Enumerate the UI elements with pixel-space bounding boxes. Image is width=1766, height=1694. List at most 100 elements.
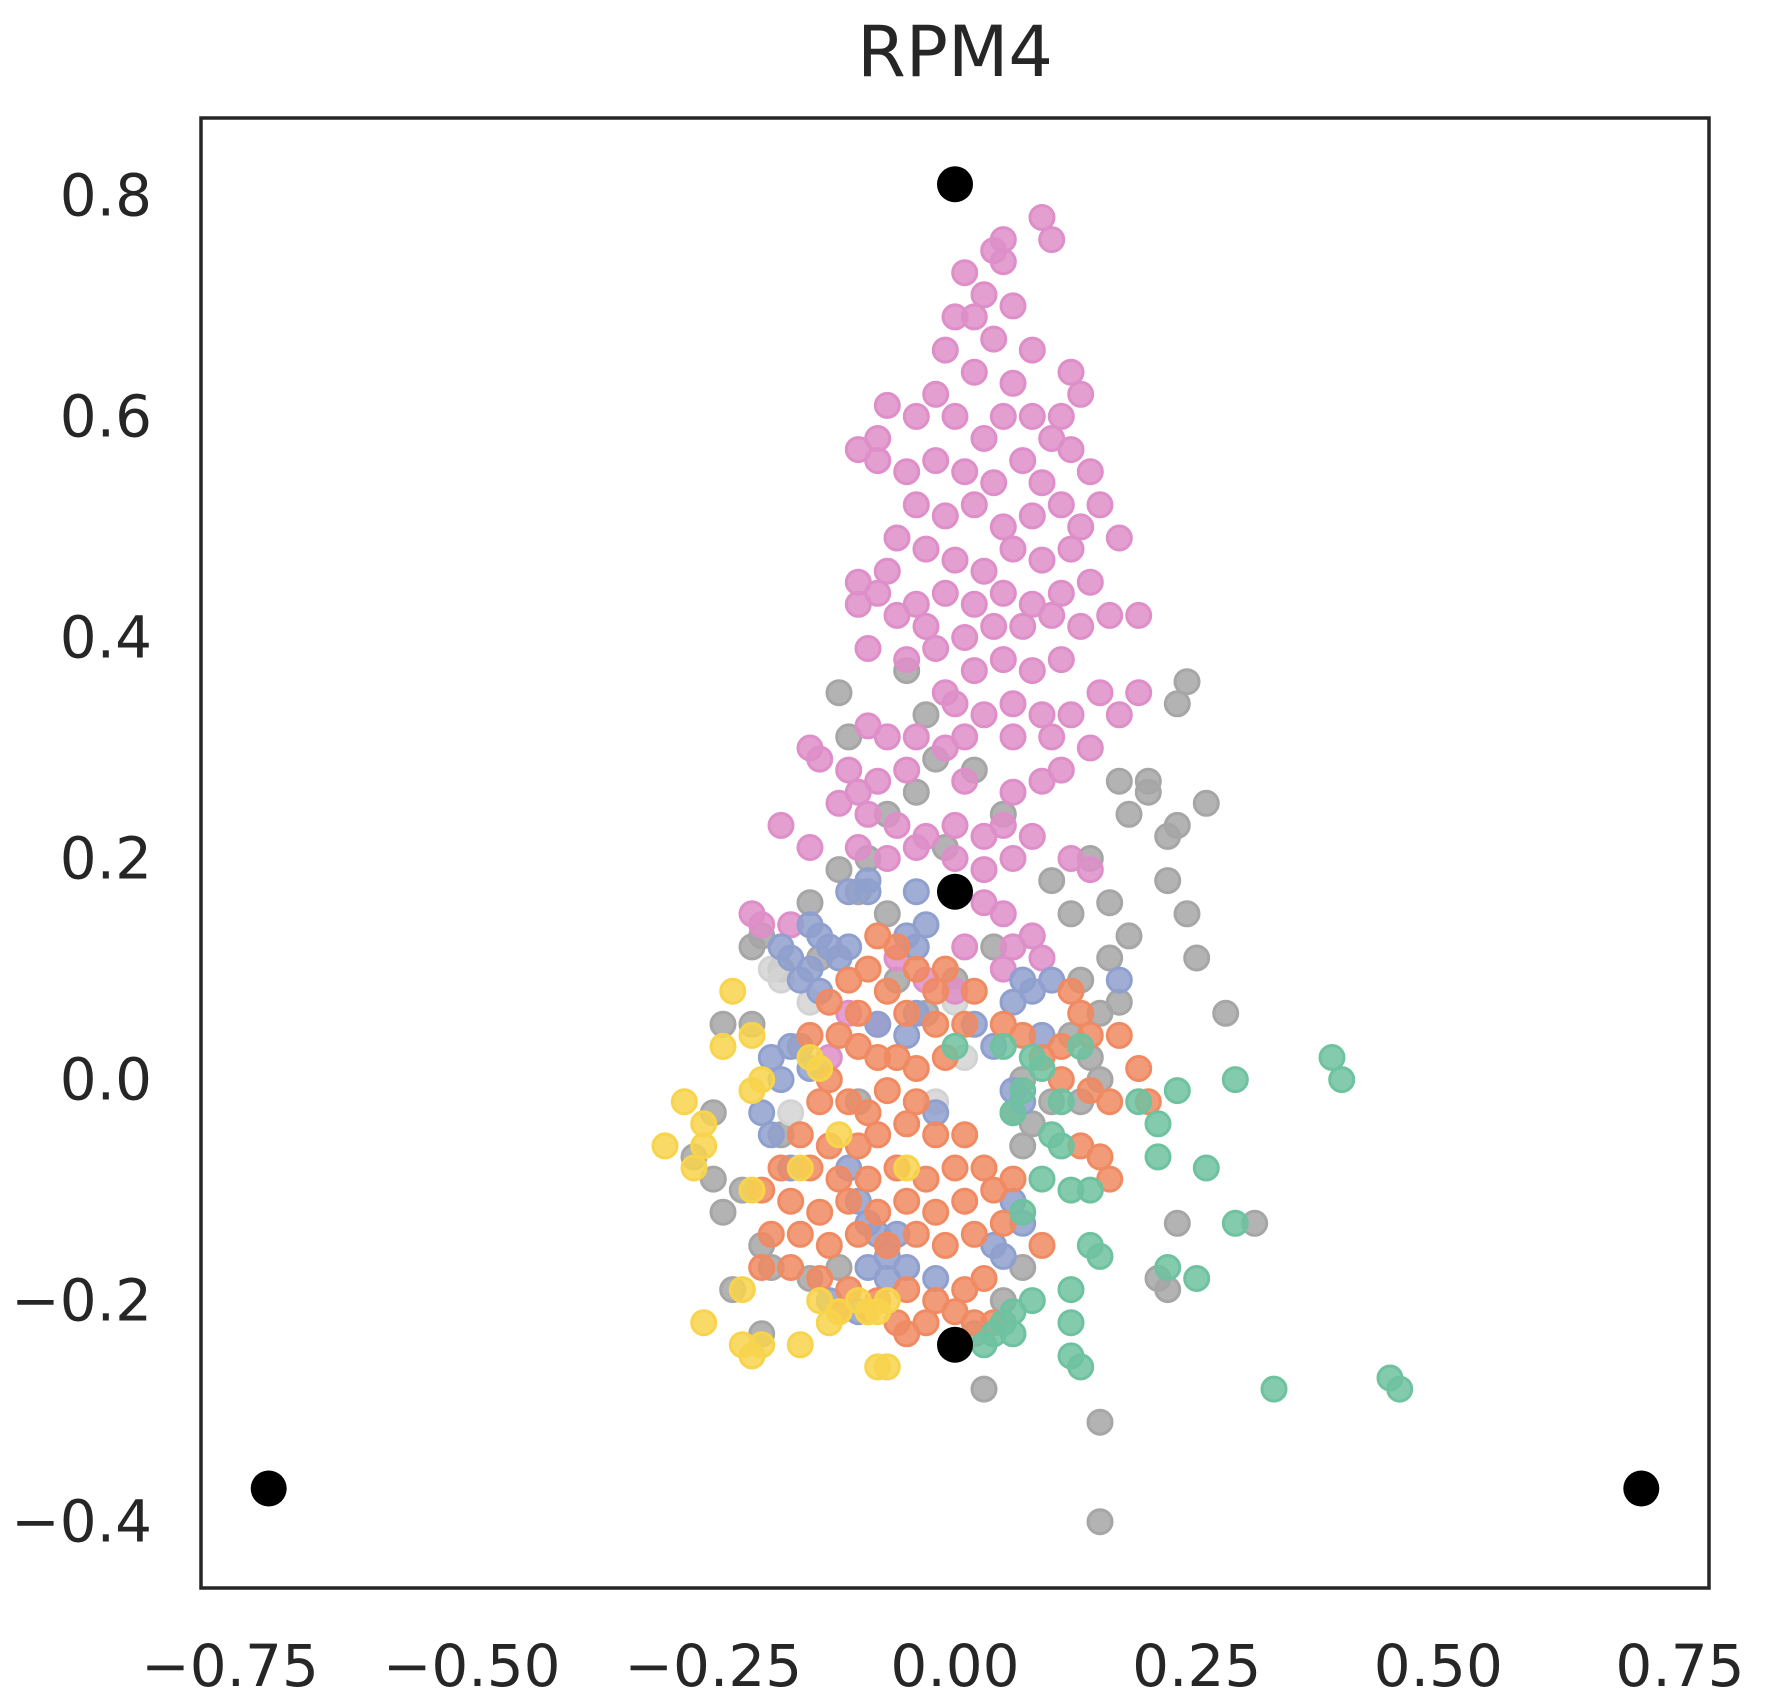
data-point-pink bbox=[1018, 402, 1046, 430]
data-point-pink bbox=[1018, 657, 1046, 685]
y-tick-label: −0.4 bbox=[11, 1488, 152, 1556]
data-point-pink bbox=[941, 546, 969, 574]
data-point-orange bbox=[854, 1165, 882, 1193]
data-point-blue bbox=[902, 878, 930, 906]
data-point-pink bbox=[941, 811, 969, 839]
data-point-gray bbox=[902, 778, 930, 806]
data-point-pink bbox=[902, 402, 930, 430]
data-point-yellow bbox=[738, 1021, 766, 1049]
y-tick-label: −0.2 bbox=[11, 1267, 152, 1335]
data-point-gray bbox=[1086, 1408, 1114, 1436]
data-point-pink bbox=[960, 657, 988, 685]
data-point-blue bbox=[922, 1265, 950, 1292]
data-point-gray bbox=[1173, 668, 1201, 696]
data-point-orange bbox=[777, 1254, 805, 1281]
data-point-pink bbox=[931, 579, 959, 607]
data-point-orange bbox=[970, 1265, 998, 1292]
data-point-pink bbox=[1038, 226, 1066, 254]
data-point-pink bbox=[970, 701, 998, 729]
data-point-pink bbox=[922, 380, 950, 408]
data-point-green bbox=[1057, 1309, 1085, 1337]
data-point-orange bbox=[893, 1320, 921, 1348]
data-point-yellow bbox=[690, 1132, 718, 1160]
data-point-yellow bbox=[719, 977, 747, 1005]
data-point-orange bbox=[864, 1198, 892, 1226]
anchor-point bbox=[937, 1326, 973, 1363]
data-point-green bbox=[941, 1032, 969, 1060]
data-point-gray bbox=[1134, 778, 1162, 806]
data-point-orange bbox=[951, 1121, 979, 1149]
data-point-pink bbox=[970, 281, 998, 309]
data-point-pink bbox=[989, 513, 1017, 541]
data-point-orange bbox=[922, 1198, 950, 1226]
data-point-yellow bbox=[690, 1309, 718, 1337]
data-point-orange bbox=[883, 933, 911, 961]
data-point-orange bbox=[806, 1265, 834, 1292]
data-point-pink bbox=[1057, 701, 1085, 729]
data-point-orange bbox=[786, 1220, 814, 1248]
data-point-orange bbox=[902, 1055, 930, 1082]
data-point-pink bbox=[1028, 546, 1056, 574]
data-point-green bbox=[1328, 1066, 1356, 1094]
data-point-pink bbox=[1018, 336, 1046, 364]
data-point-pink bbox=[1028, 701, 1056, 729]
data-point-orange bbox=[806, 1088, 834, 1116]
data-point-pink bbox=[989, 900, 1017, 928]
data-point-pink bbox=[1105, 524, 1133, 552]
data-point-green bbox=[1154, 1254, 1182, 1281]
data-point-green bbox=[1057, 1276, 1085, 1304]
data-point-orange bbox=[893, 999, 921, 1027]
data-point-pink bbox=[883, 524, 911, 552]
data-point-green bbox=[1067, 1032, 1095, 1060]
data-point-green bbox=[1183, 1265, 1211, 1292]
data-point-pink bbox=[999, 723, 1027, 751]
data-point-green bbox=[1028, 1055, 1056, 1082]
data-point-gray bbox=[796, 889, 824, 917]
data-point-orange bbox=[873, 977, 901, 1005]
x-tick-label: −0.25 bbox=[624, 1632, 802, 1694]
data-point-orange bbox=[902, 1220, 930, 1248]
data-point-gray bbox=[1154, 1276, 1182, 1304]
data-point-pink bbox=[980, 469, 1008, 497]
data-point-orange bbox=[941, 1154, 969, 1182]
data-point-orange bbox=[825, 1165, 853, 1193]
data-point-green bbox=[1125, 1088, 1153, 1116]
data-point-pink bbox=[1076, 856, 1104, 884]
anchor-point bbox=[250, 1470, 287, 1507]
data-point-gray bbox=[1115, 800, 1143, 828]
data-point-pink bbox=[1057, 436, 1085, 464]
y-tick-label: 0.0 bbox=[60, 1046, 152, 1114]
data-point-green bbox=[1047, 1132, 1075, 1160]
data-point-gray bbox=[1096, 944, 1124, 972]
data-point-blue bbox=[1105, 966, 1133, 994]
x-tick-label: 0.00 bbox=[890, 1632, 1019, 1694]
data-point-orange bbox=[1125, 1055, 1153, 1082]
x-tick-label: 0.75 bbox=[1615, 1632, 1744, 1694]
data-point-pink bbox=[1038, 601, 1066, 629]
data-point-pink bbox=[980, 612, 1008, 640]
data-point-orange bbox=[922, 1121, 950, 1149]
data-point-pink bbox=[1047, 646, 1075, 674]
data-point-orange bbox=[902, 955, 930, 983]
data-point-yellow bbox=[786, 1154, 814, 1182]
data-point-pink bbox=[980, 325, 1008, 353]
data-point-pink bbox=[1067, 612, 1095, 640]
data-point-gray bbox=[1115, 922, 1143, 950]
data-point-pink bbox=[902, 723, 930, 751]
data-point-gray bbox=[1163, 690, 1191, 718]
data-point-gray bbox=[912, 701, 940, 729]
data-point-blue bbox=[757, 1044, 785, 1071]
data-point-pink bbox=[1009, 612, 1037, 640]
data-point-green bbox=[989, 1032, 1017, 1060]
data-point-gray bbox=[825, 856, 853, 884]
data-point-orange bbox=[844, 999, 872, 1027]
y-tick-labels: −0.4 −0.2 0.0 0.2 0.4 0.6 0.8 bbox=[11, 161, 152, 1555]
data-point-pink bbox=[1028, 944, 1056, 972]
data-point-gray bbox=[1057, 900, 1085, 928]
data-point-pink bbox=[883, 811, 911, 839]
data-point-orange bbox=[1086, 1143, 1114, 1171]
data-point-yellow bbox=[738, 1077, 766, 1105]
data-point-pink bbox=[902, 491, 930, 519]
